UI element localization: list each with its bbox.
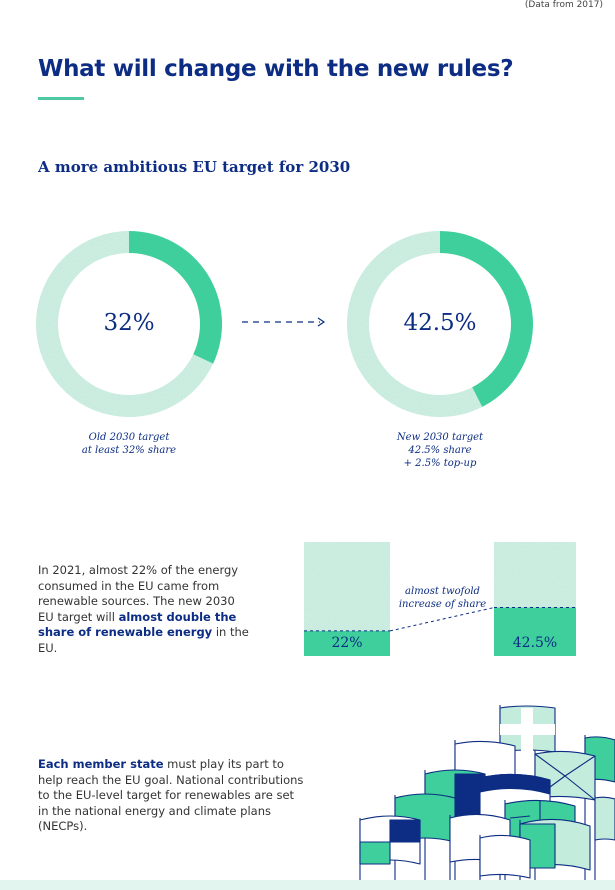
member-text-bold: Each member state — [38, 757, 164, 771]
share-paragraph: In 2021, almost 22% of the energy consum… — [38, 563, 253, 656]
share-text-bold: almost double the share of renewable ene… — [38, 609, 237, 640]
donut-old-share-slice — [129, 231, 222, 364]
new-target-value: 42.5% — [403, 310, 477, 336]
flags-illustration — [359, 705, 615, 880]
bar-2021-fill — [304, 630, 390, 656]
share-bar-chart — [304, 542, 576, 656]
bar-2030-label: 42.5% — [512, 635, 558, 651]
member-state-paragraph: Each member state must play its part to … — [38, 757, 308, 835]
bottom-band — [0, 880, 615, 890]
page-title: What will change with the new rules? — [38, 56, 514, 82]
caption-line: 42.5% share — [408, 445, 472, 456]
donut-new-other-slice — [347, 231, 483, 417]
new-target-caption: New 2030 target 42.5% share + 2.5% top-u… — [340, 431, 540, 470]
bar-2021-label: 22% — [331, 635, 363, 651]
new-target-donut — [347, 231, 533, 417]
title-underline — [38, 97, 84, 100]
annotation-line: almost twofold — [405, 586, 480, 597]
caption-line: Old 2030 target — [88, 432, 170, 443]
caption-line: at least 32% share — [81, 445, 177, 456]
old-target-donut — [35, 231, 222, 417]
increase-connector — [389, 607, 495, 632]
source-note: (Data from 2017) — [524, 0, 603, 10]
share-text-1: In 2021, almost 22% of the energy consum… — [38, 563, 239, 624]
old-target-caption: Old 2030 target at least 32% share — [29, 431, 229, 457]
caption-line: New 2030 target — [396, 432, 484, 443]
caption-line: + 2.5% top-up — [403, 458, 477, 469]
donut-new-share-slice — [440, 231, 533, 407]
bar-2030-fill — [494, 607, 576, 656]
old-target-value: 32% — [103, 310, 155, 336]
section-subtitle: A more ambitious EU target for 2030 — [38, 158, 351, 176]
member-text: must play its part to help reach the EU … — [38, 757, 304, 833]
share-text-2: in the EU. — [38, 625, 249, 655]
annotation-line: increase of share — [398, 599, 487, 610]
increase-annotation: almost twofold increase of share — [395, 585, 490, 611]
dashed-arrow — [242, 317, 326, 327]
